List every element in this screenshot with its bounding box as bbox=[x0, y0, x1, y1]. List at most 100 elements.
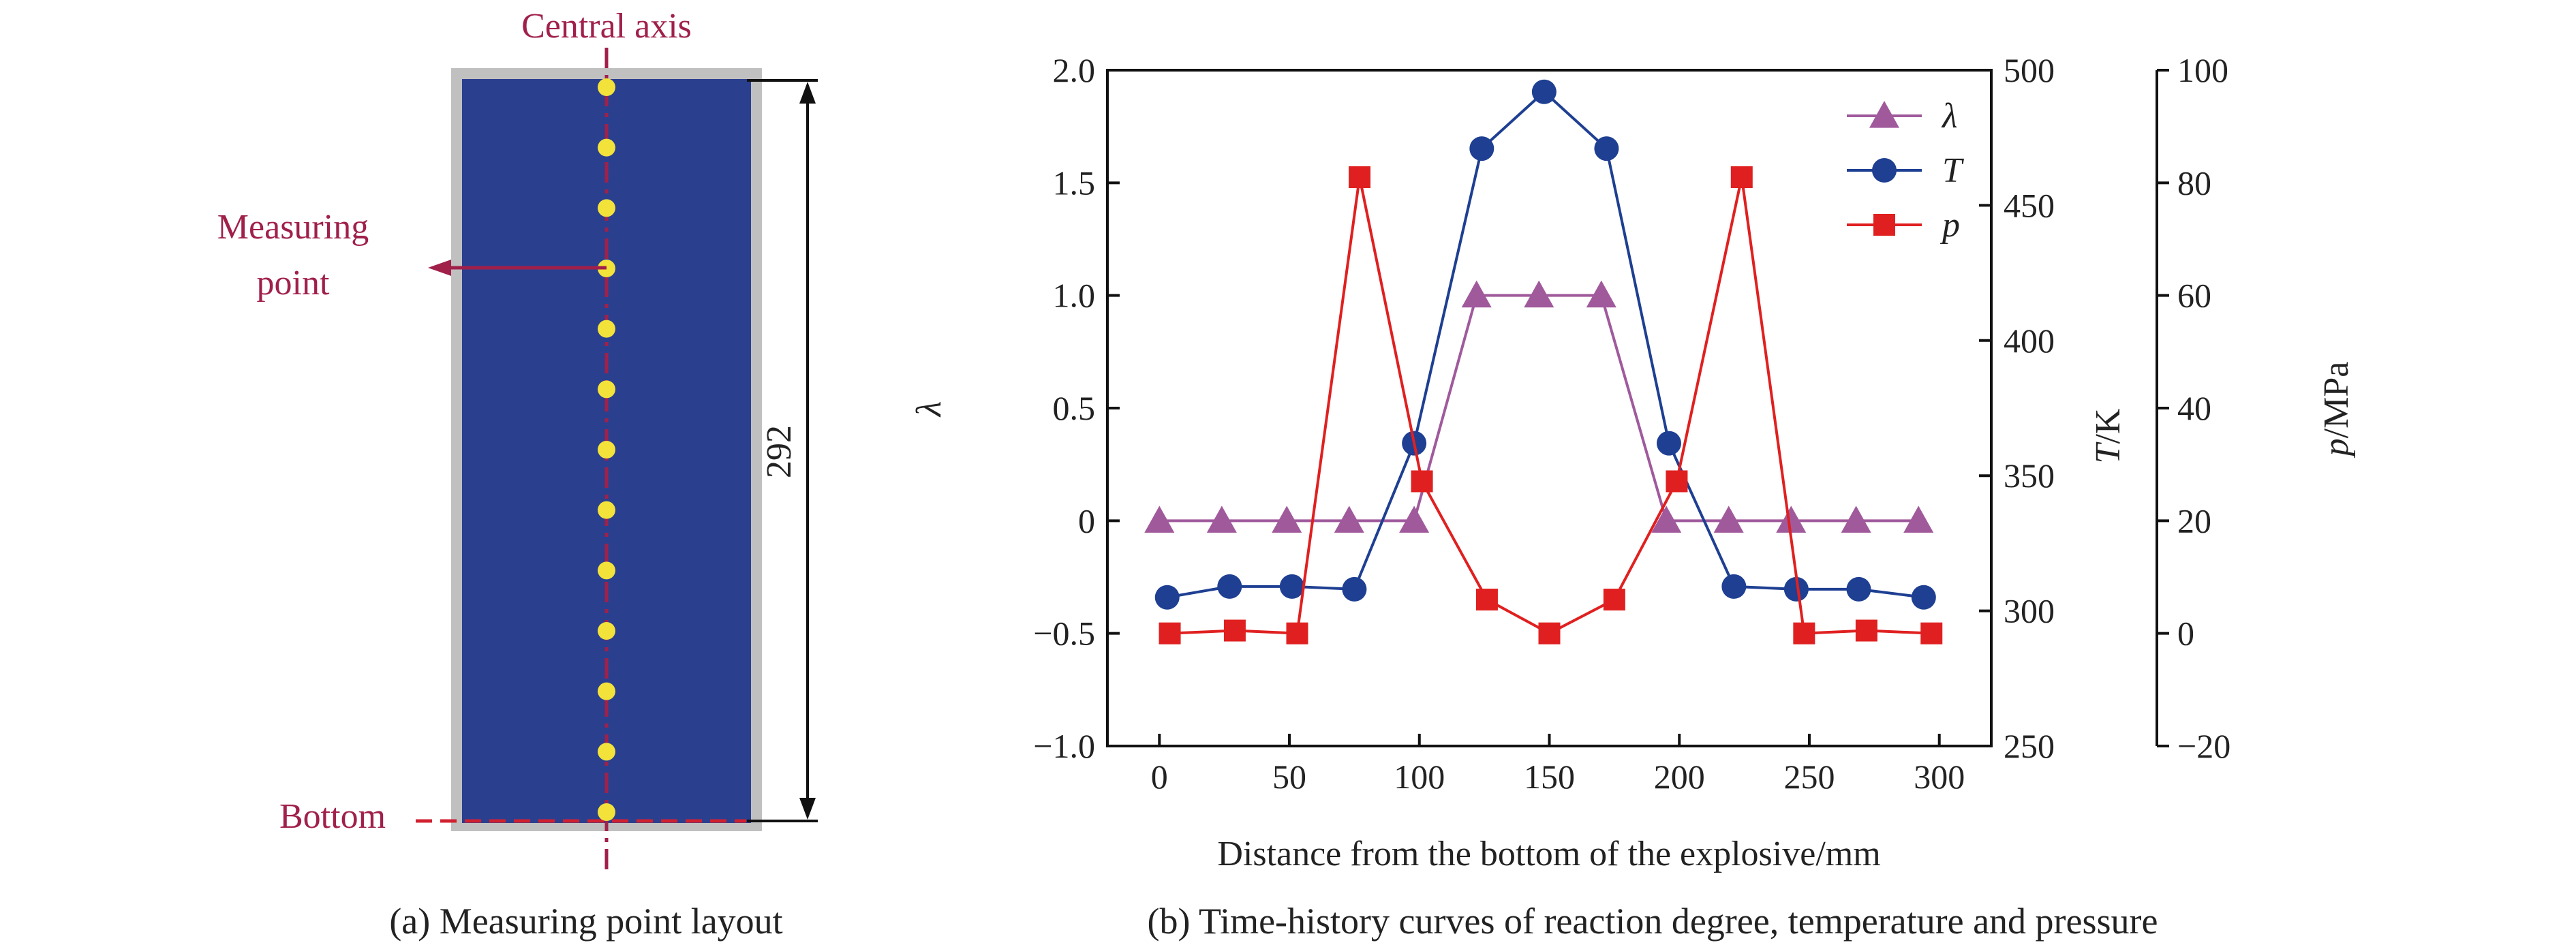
measuring-point bbox=[598, 199, 615, 217]
p-axis-ticks: −20 0 20 40 60 80 100 bbox=[2157, 51, 2230, 765]
data-point-t bbox=[1531, 79, 1557, 104]
data-point-p bbox=[1159, 622, 1181, 645]
lambda-tick-label: 2.0 bbox=[1053, 51, 1096, 89]
p-tick-label: 20 bbox=[2177, 501, 2211, 540]
x-tick-label: 150 bbox=[1524, 758, 1575, 796]
dimension-label: 292 bbox=[760, 425, 799, 478]
panel-a: 292 Central axis Measuring point Bottom … bbox=[217, 7, 818, 942]
data-point-t bbox=[1217, 574, 1242, 599]
bottom-label: Bottom bbox=[279, 797, 386, 836]
panel-b: 0 50 100 150 200 250 300 −1.0−0.500.51.01.52.0… bbox=[910, 51, 2356, 942]
t-axis-ticks: 250 300 350 400 450 500 bbox=[1979, 51, 2055, 765]
data-point-t bbox=[1721, 574, 1747, 599]
arrow-head-icon bbox=[428, 260, 451, 276]
data-point-t bbox=[1469, 136, 1494, 161]
data-point-p bbox=[1603, 589, 1625, 611]
data-point-t bbox=[1154, 585, 1180, 610]
data-point-p bbox=[1793, 622, 1815, 645]
data-point-t bbox=[1783, 576, 1809, 602]
data-point-t bbox=[1594, 136, 1619, 161]
measuring-point bbox=[598, 682, 615, 700]
measuring-points bbox=[598, 78, 615, 821]
p-axis-label: p/MPa bbox=[2317, 362, 2356, 459]
t-tick-label: 350 bbox=[2004, 456, 2055, 495]
series-layer bbox=[1144, 79, 1943, 645]
p-tick-label: 100 bbox=[2177, 51, 2228, 89]
t-axis-label-unit: /K bbox=[2089, 408, 2128, 444]
measuring-point bbox=[598, 320, 615, 338]
p-tick-label: −20 bbox=[2177, 727, 2230, 765]
x-axis-ticks: 0 50 100 150 200 250 300 bbox=[1151, 734, 1965, 796]
legend: λTp bbox=[1847, 97, 1964, 245]
measuring-point bbox=[598, 622, 615, 640]
x-tick-label: 300 bbox=[1914, 758, 1965, 796]
data-point-lambda bbox=[1776, 506, 1807, 533]
data-point-lambda bbox=[1903, 506, 1934, 533]
lambda-tick-label: 1.0 bbox=[1053, 277, 1096, 315]
lambda-tick-label: −1.0 bbox=[1033, 727, 1095, 765]
data-point-lambda bbox=[1144, 506, 1175, 533]
x-tick-label: 100 bbox=[1394, 758, 1445, 796]
x-tick-label: 0 bbox=[1151, 758, 1168, 796]
data-point-p bbox=[1349, 166, 1371, 189]
lambda-tick-label: 1.5 bbox=[1053, 164, 1096, 202]
data-point-t bbox=[1656, 431, 1681, 456]
legend-label: λ bbox=[1941, 97, 1958, 136]
data-point-p bbox=[1855, 619, 1877, 642]
caption-a: (a) Measuring point layout bbox=[389, 901, 782, 942]
measuring-point bbox=[598, 78, 615, 96]
measuring-point bbox=[598, 743, 615, 761]
data-point-p bbox=[1411, 470, 1433, 493]
data-point-t bbox=[1342, 576, 1367, 602]
lambda-tick-label: 0.5 bbox=[1053, 389, 1096, 427]
p-tick-label: 40 bbox=[2177, 389, 2211, 427]
data-point-lambda bbox=[1206, 506, 1237, 533]
x-tick-label: 50 bbox=[1272, 758, 1306, 796]
measuring-point bbox=[598, 138, 615, 157]
measuring-point-label-line1: Measuring bbox=[217, 208, 369, 247]
data-point-lambda bbox=[1651, 506, 1682, 533]
p-tick-label: 80 bbox=[2177, 164, 2211, 202]
legend-marker-p bbox=[1873, 214, 1895, 236]
t-axis-label: T/K bbox=[2089, 408, 2128, 463]
series-line-lambda bbox=[1159, 294, 1919, 523]
t-tick-label: 500 bbox=[2004, 51, 2055, 89]
data-point-lambda bbox=[1272, 506, 1302, 533]
t-tick-label: 400 bbox=[2004, 322, 2055, 360]
data-point-p bbox=[1730, 166, 1753, 189]
x-axis-label: Distance from the bottom of the explosiv… bbox=[1217, 835, 1880, 873]
lambda-tick-label: −0.5 bbox=[1033, 615, 1095, 653]
t-tick-label: 450 bbox=[2004, 186, 2055, 224]
data-point-p bbox=[1286, 622, 1308, 645]
t-tick-label: 300 bbox=[2004, 592, 2055, 630]
measuring-point-label-line2: point bbox=[257, 264, 330, 302]
measuring-point bbox=[598, 803, 615, 821]
caption-b: (b) Time-history curves of reaction degr… bbox=[1148, 901, 2158, 942]
p-axis-label-unit: /MPa bbox=[2317, 362, 2356, 439]
data-point-lambda bbox=[1334, 506, 1364, 533]
t-tick-label: 250 bbox=[2004, 727, 2055, 765]
data-point-lambda bbox=[1713, 506, 1744, 533]
measuring-point bbox=[598, 561, 615, 580]
measuring-point bbox=[598, 441, 615, 459]
data-point-t bbox=[1846, 576, 1871, 602]
legend-label: p bbox=[1939, 206, 1960, 245]
data-point-t bbox=[1279, 574, 1304, 599]
data-point-lambda bbox=[1841, 506, 1871, 533]
series-line-p bbox=[1169, 176, 1932, 635]
data-point-t bbox=[1911, 585, 1936, 610]
lambda-tick-label: 0 bbox=[1078, 501, 1095, 540]
p-axis-label-main: p bbox=[2317, 438, 2356, 459]
lambda-axis-ticks: −1.0 −0.5 0 0.5 1.0 1.5 2.0 bbox=[1033, 51, 1120, 765]
measuring-point bbox=[598, 501, 615, 519]
data-point-lambda bbox=[1586, 280, 1616, 308]
t-axis-label-main: T bbox=[2089, 441, 2128, 463]
data-point-p bbox=[1666, 470, 1688, 493]
data-point-p bbox=[1538, 622, 1561, 645]
data-point-lambda bbox=[1524, 280, 1554, 308]
data-point-p bbox=[1920, 622, 1943, 645]
dimension-arrow-up-icon bbox=[799, 82, 816, 104]
dimension-arrow-down-icon bbox=[799, 798, 816, 820]
data-point-lambda bbox=[1399, 506, 1430, 533]
